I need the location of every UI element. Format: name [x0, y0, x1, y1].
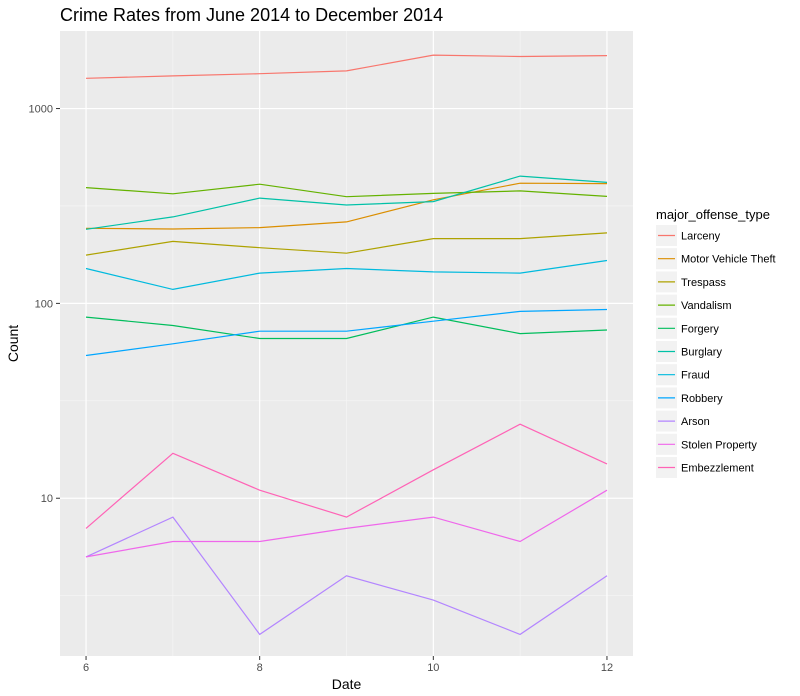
- legend-label-burglary: Burglary: [681, 347, 722, 359]
- series-line-arson: [85, 516, 608, 636]
- legend-label-arson: Arson: [681, 416, 710, 428]
- x-tick-label: 8: [257, 662, 263, 674]
- series-line-vandalism: [85, 183, 608, 198]
- legend-label-motor-vehicle-theft: Motor Vehicle Theft: [681, 254, 776, 266]
- grid-major: [60, 31, 633, 656]
- legend-label-fraud: Fraud: [681, 370, 710, 382]
- legend: major_offense_type Larceny Motor Vehicle …: [656, 207, 776, 478]
- x-axis-title: Date: [332, 676, 362, 692]
- x-tick-label: 6: [83, 662, 89, 674]
- y-axis-title: Count: [5, 325, 21, 362]
- chart-title: Crime Rates from June 2014 to December 2…: [60, 5, 443, 25]
- x-tick-label: 10: [427, 662, 439, 674]
- series-line-fraud: [85, 259, 608, 291]
- x-tick-label: 12: [601, 662, 613, 674]
- y-tick-label: 1000: [29, 104, 53, 116]
- series-lines: [85, 54, 608, 636]
- legend-label-forgery: Forgery: [681, 323, 719, 335]
- series-line-embezzlement: [85, 423, 608, 529]
- legend-title: major_offense_type: [656, 207, 770, 222]
- y-tick-label: 10: [41, 493, 53, 505]
- series-line-larceny: [85, 54, 608, 79]
- series-line-stolen-property: [85, 489, 608, 558]
- legend-label-embezzlement: Embezzlement: [681, 463, 754, 475]
- series-line-forgery: [85, 316, 608, 340]
- series-line-burglary: [85, 175, 608, 230]
- series-line-trespass: [85, 232, 608, 256]
- series-line-motor-vehicle-theft: [85, 182, 608, 230]
- y-axis: 10 100 1000: [29, 104, 60, 505]
- legend-label-larceny: Larceny: [681, 231, 721, 243]
- series-line-robbery: [85, 308, 608, 357]
- legend-label-robbery: Robbery: [681, 393, 723, 405]
- legend-label-trespass: Trespass: [681, 277, 726, 289]
- y-tick-label: 100: [35, 298, 53, 310]
- legend-label-stolen-property: Stolen Property: [681, 439, 757, 451]
- x-axis: 6 8 10 12: [83, 656, 613, 674]
- legend-label-vandalism: Vandalism: [681, 300, 732, 312]
